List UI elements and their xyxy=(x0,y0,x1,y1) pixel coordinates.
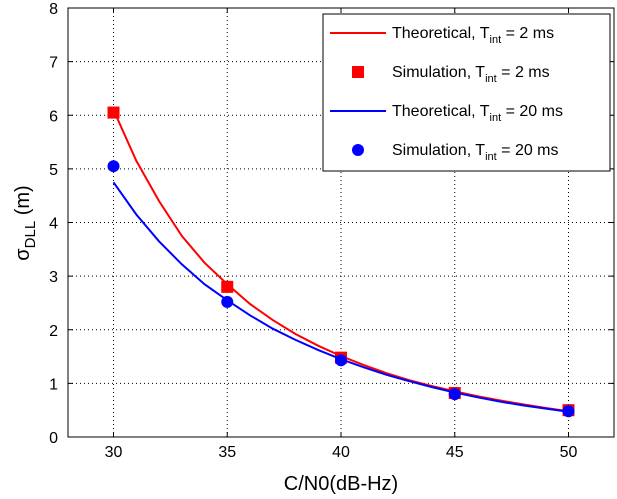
data-point-circle xyxy=(335,354,347,367)
legend-label-subscript: int xyxy=(490,34,502,46)
legend-label: Simulation, Tint = 20 ms xyxy=(392,142,559,163)
y-tick-label: 3 xyxy=(49,269,58,286)
x-tick-label: 50 xyxy=(560,444,578,461)
legend-label-prefix: Theoretical, T xyxy=(392,25,490,42)
y-tick-label: 8 xyxy=(49,1,58,18)
data-point-circle xyxy=(107,160,120,173)
x-axis-label: C/N0(dB-Hz) xyxy=(284,473,398,495)
legend-label-prefix: Simulation, T xyxy=(392,64,485,81)
y-axis-label-symbol: σ xyxy=(12,248,34,261)
y-tick-label: 2 xyxy=(49,323,58,340)
legend-label-suffix: = 20 ms xyxy=(501,103,563,120)
legend-label-suffix: = 2 ms xyxy=(501,25,554,42)
x-tick-label: 45 xyxy=(446,444,464,461)
x-tick-label: 40 xyxy=(332,444,350,461)
legend-box xyxy=(322,13,611,172)
legend-label: Simulation, Tint = 2 ms xyxy=(392,64,550,85)
x-tick-label: 35 xyxy=(218,444,236,461)
legend-label: Theoretical, Tint = 2 ms xyxy=(392,25,554,46)
legend-label-prefix: Theoretical, T xyxy=(392,103,490,120)
legend-label-prefix: Simulation, T xyxy=(392,142,485,159)
y-axis-label: σDLL (m) xyxy=(12,185,39,260)
series-layer xyxy=(107,106,575,418)
legend-label-suffix: = 2 ms xyxy=(497,64,550,81)
y-axis-label-unit: (m) xyxy=(12,185,34,221)
data-point-circle xyxy=(221,295,234,308)
x-tick-label: 30 xyxy=(105,444,123,461)
legend-label-subscript: int xyxy=(490,112,502,124)
data-point-circle xyxy=(448,388,461,401)
legend-label-subscript: int xyxy=(485,73,497,85)
legend-circle-swatch xyxy=(352,144,364,156)
data-point-square xyxy=(221,280,234,293)
data-point-circle xyxy=(562,405,575,418)
data-point-square xyxy=(107,106,120,119)
y-axis-label-subscript: DLL xyxy=(22,221,39,249)
legend-label-suffix: = 20 ms xyxy=(497,142,559,159)
y-tick-label: 7 xyxy=(49,55,58,72)
legend-label: Theoretical, Tint = 20 ms xyxy=(392,103,563,124)
y-tick-label: 4 xyxy=(49,216,58,233)
y-tick-label: 0 xyxy=(49,430,58,447)
y-tick-label: 6 xyxy=(49,108,58,125)
legend-square-swatch xyxy=(352,66,364,78)
y-tick-label: 5 xyxy=(49,162,58,179)
y-tick-label: 1 xyxy=(49,376,58,393)
legend-label-subscript: int xyxy=(485,151,497,163)
